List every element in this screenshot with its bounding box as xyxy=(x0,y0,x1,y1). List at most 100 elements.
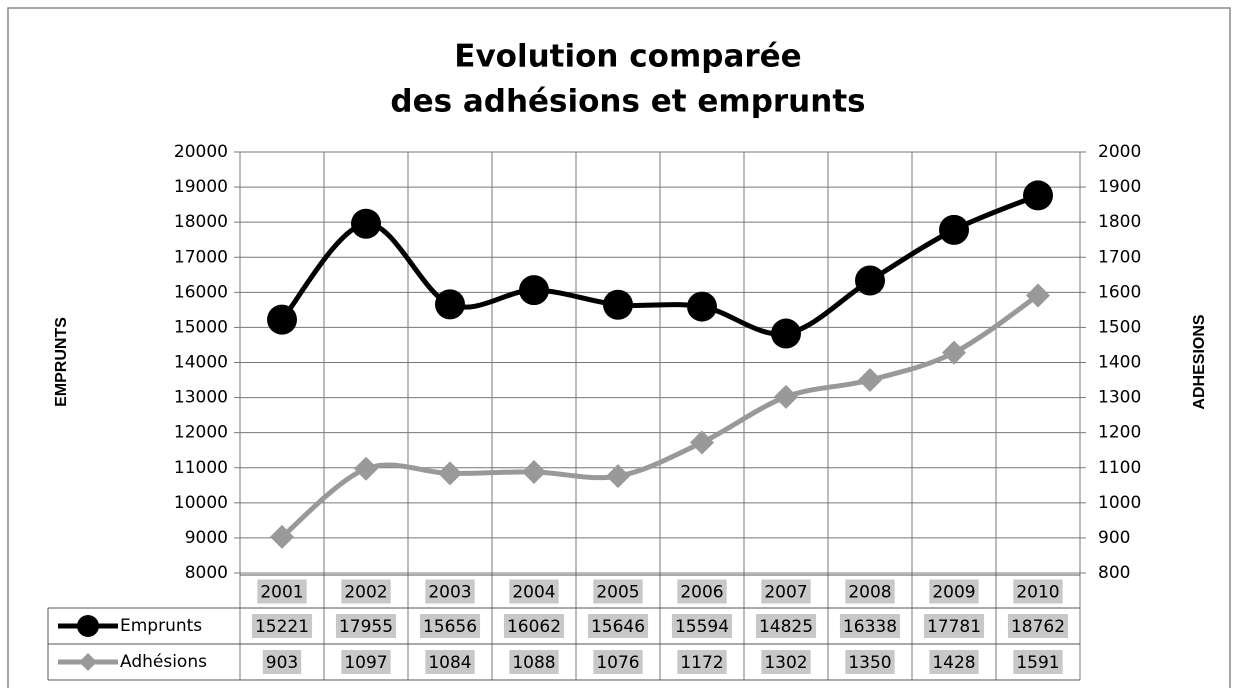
y-axis-label: EMPRUNTS xyxy=(53,317,70,407)
y-tick-label: 19000 xyxy=(174,177,228,197)
legend-label: Adhésions xyxy=(120,652,207,672)
data-label: 16062 xyxy=(507,617,561,637)
data-point xyxy=(690,430,714,455)
y2-tick-label: 1900 xyxy=(1098,177,1141,197)
data-label: 1097 xyxy=(344,653,387,673)
data-point xyxy=(858,368,882,393)
cell-highlight xyxy=(593,650,643,674)
cell-highlight xyxy=(761,579,811,604)
y2-tick-label: 1800 xyxy=(1098,212,1141,232)
x-tick-label: 2007 xyxy=(764,583,807,603)
legend-marker xyxy=(77,615,99,637)
x-tick-label: 2005 xyxy=(596,583,639,603)
y2-tick-label: 1000 xyxy=(1098,493,1141,513)
cell-highlight xyxy=(845,579,895,604)
cell-highlight xyxy=(761,650,811,674)
x-tick-label: 2010 xyxy=(1016,583,1059,603)
cell-highlight xyxy=(677,650,727,674)
cell-highlight xyxy=(509,650,559,674)
y2-tick-label: 800 xyxy=(1098,563,1130,583)
y2-axis-label: ADHESIONS xyxy=(1191,314,1208,409)
x-tick-label: 2006 xyxy=(680,583,723,603)
data-point xyxy=(1023,180,1053,211)
cell-highlight xyxy=(335,614,397,638)
cell-highlight xyxy=(1013,650,1063,674)
y2-tick-label: 1600 xyxy=(1098,282,1141,302)
data-point xyxy=(435,289,465,320)
y2-tick-label: 1200 xyxy=(1098,423,1141,443)
y2-tick-label: 1500 xyxy=(1098,317,1141,337)
data-label: 1302 xyxy=(764,653,807,673)
data-label: 15594 xyxy=(675,617,729,637)
data-point xyxy=(939,214,969,245)
legend-label: Emprunts xyxy=(120,616,202,636)
cell-highlight xyxy=(251,614,313,638)
data-label: 17781 xyxy=(927,617,981,637)
x-tick-label: 2003 xyxy=(428,583,471,603)
cell-highlight xyxy=(587,614,649,638)
data-point xyxy=(270,524,294,549)
data-label: 17955 xyxy=(339,617,393,637)
y-tick-label: 14000 xyxy=(174,353,228,373)
cell-highlight xyxy=(845,650,895,674)
chart-title: des adhésions et emprunts xyxy=(390,84,865,120)
data-point xyxy=(606,464,630,489)
legend-marker xyxy=(79,653,97,671)
data-label: 1088 xyxy=(512,653,555,673)
cell-highlight xyxy=(671,614,733,638)
cell-highlight xyxy=(929,579,979,604)
data-point xyxy=(687,291,717,322)
y-tick-label: 9000 xyxy=(185,528,228,548)
x-tick-label: 2004 xyxy=(512,583,555,603)
y-tick-label: 11000 xyxy=(174,458,228,478)
cell-highlight xyxy=(593,579,643,604)
cell-highlight xyxy=(839,614,901,638)
data-point xyxy=(603,289,633,320)
cell-highlight xyxy=(755,614,817,638)
y2-tick-label: 1300 xyxy=(1098,388,1141,408)
cell-highlight xyxy=(929,650,979,674)
data-point xyxy=(855,265,885,296)
y-tick-label: 16000 xyxy=(174,282,228,302)
data-label: 1172 xyxy=(680,653,723,673)
cell-highlight xyxy=(503,614,565,638)
series-line xyxy=(280,293,1040,539)
data-label: 1428 xyxy=(932,653,975,673)
chart-title: Evolution comparée xyxy=(454,39,801,75)
y-tick-label: 12000 xyxy=(174,423,228,443)
data-point xyxy=(351,208,381,239)
cell-highlight xyxy=(425,579,475,604)
x-tick-label: 2008 xyxy=(848,583,891,603)
data-point xyxy=(522,459,546,484)
cell-highlight xyxy=(262,650,302,674)
y2-tick-label: 1100 xyxy=(1098,458,1141,478)
data-label: 16338 xyxy=(843,617,897,637)
y2-tick-label: 1400 xyxy=(1098,353,1141,373)
y2-tick-label: 1700 xyxy=(1098,247,1141,267)
y-tick-label: 13000 xyxy=(174,388,228,408)
chart-frame xyxy=(7,7,1231,688)
data-label: 15646 xyxy=(591,617,645,637)
y-tick-label: 8000 xyxy=(185,563,228,583)
data-point xyxy=(438,461,462,486)
cell-highlight xyxy=(677,579,727,604)
cell-highlight xyxy=(341,650,391,674)
cell-highlight xyxy=(257,579,307,604)
data-label: 1076 xyxy=(596,653,639,673)
y2-tick-label: 2000 xyxy=(1098,142,1141,162)
data-label: 18762 xyxy=(1011,617,1065,637)
cell-highlight xyxy=(1007,614,1069,638)
data-label: 14825 xyxy=(759,617,813,637)
data-label: 1084 xyxy=(428,653,471,673)
cell-highlight xyxy=(1013,579,1063,604)
cell-highlight xyxy=(419,614,481,638)
data-label: 15656 xyxy=(423,617,477,637)
data-label: 1591 xyxy=(1016,653,1059,673)
data-label: 903 xyxy=(266,653,298,673)
y2-tick-label: 900 xyxy=(1098,528,1130,548)
data-point xyxy=(942,340,966,365)
data-point xyxy=(771,318,801,349)
data-point xyxy=(519,275,549,306)
